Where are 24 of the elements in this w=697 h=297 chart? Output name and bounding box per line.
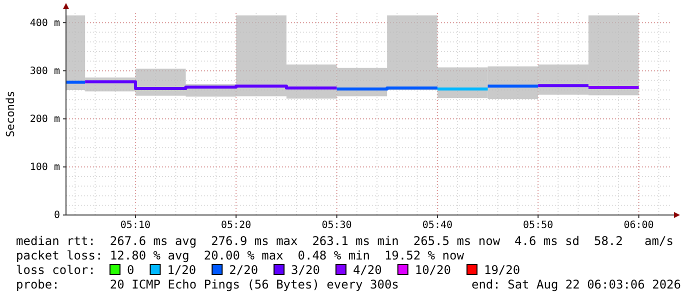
legend-label: 19/20	[484, 263, 520, 277]
y-tick-label: 100 m	[30, 162, 60, 174]
y-tick-label: 400 m	[30, 18, 60, 29]
text: packet loss: 12.80 % avg 20.00 % max 0.48 % min 19.52 % now	[16, 248, 465, 262]
legend-label: 0	[127, 263, 134, 277]
x-tick-label: 05:20	[221, 220, 252, 232]
text: probe: 20 ICMP Echo Pings (56 Bytes) every 300s	[16, 278, 399, 292]
legend-label: 10/20	[414, 263, 451, 277]
x-tick-label: 05:40	[422, 220, 453, 232]
legend-label: 4/20	[352, 263, 382, 277]
legend-label: 3/20	[291, 263, 320, 277]
y-tick-label: 0	[54, 210, 60, 222]
x-tick-label: 05:30	[322, 220, 352, 232]
legend-title: loss color:	[16, 263, 96, 277]
y-tick-label: 300 m	[30, 66, 60, 77]
y-tick-label: 200 m	[30, 114, 60, 126]
legend-label: 2/20	[229, 263, 258, 277]
y-axis-title: Seconds	[4, 90, 17, 138]
text: end: Sat Aug 22 06:03:06 2026	[471, 278, 681, 292]
legend-label: 1/20	[167, 263, 196, 277]
x-tick-label: 05:10	[120, 220, 151, 232]
text: median rtt: 267.6 ms avg 276.9 ms max 263.1 ms min 265.5 ms now 4.6 ms sd 58.2 am/s	[16, 234, 674, 248]
x-tick-label: 06:00	[624, 220, 654, 232]
x-tick-label: 05:50	[523, 220, 554, 232]
